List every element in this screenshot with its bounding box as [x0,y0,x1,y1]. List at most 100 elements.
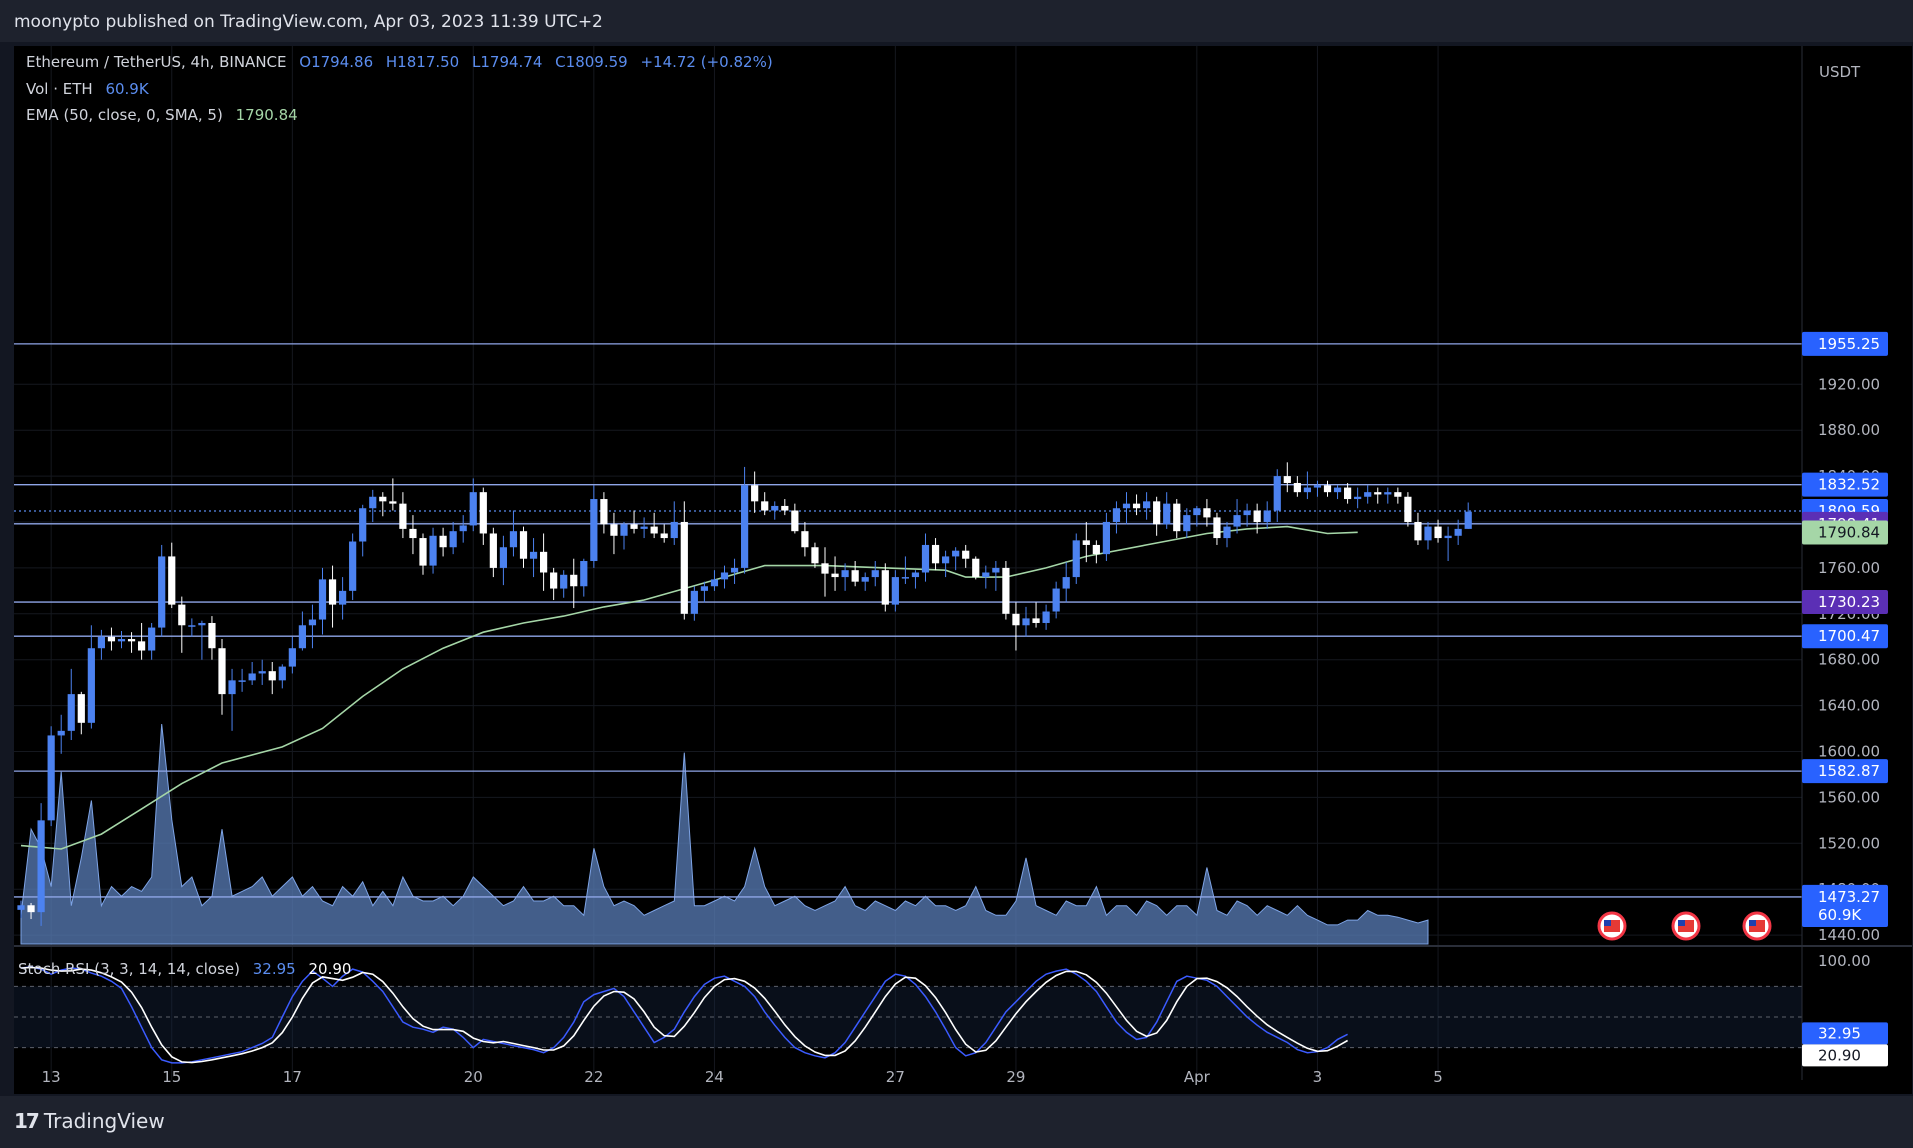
candle-body[interactable] [1163,503,1171,525]
candle-body[interactable] [901,577,909,579]
candle-body[interactable] [288,648,296,667]
candle-body[interactable] [17,905,25,910]
candle-body[interactable] [1434,526,1442,539]
candle-body[interactable] [600,499,608,525]
candle-body[interactable] [1283,476,1291,483]
candle-body[interactable] [921,544,930,573]
candle-body[interactable] [459,525,467,532]
candle-body[interactable] [1354,496,1362,500]
candle-body[interactable] [1052,588,1060,612]
candle-body[interactable] [680,522,688,614]
price-tag[interactable] [1802,520,1888,545]
candle-body[interactable] [710,579,719,587]
candle-body[interactable] [962,550,970,559]
candle-body[interactable] [650,526,658,534]
candle-body[interactable] [1193,508,1201,516]
candle-body[interactable] [831,573,839,578]
candle-body[interactable] [1203,508,1211,518]
candle-body[interactable] [1092,544,1100,555]
candle-body[interactable] [499,547,507,568]
candle-body[interactable] [881,570,889,605]
candle-body[interactable] [379,496,387,502]
candle-body[interactable] [479,492,487,534]
candle-body[interactable] [248,673,256,681]
candle-body[interactable] [720,572,729,580]
candle-body[interactable] [509,531,518,548]
candle-body[interactable] [741,485,749,568]
volume-label[interactable]: Vol · ETH [26,80,93,98]
candle-body[interactable] [1344,487,1352,500]
candle-body[interactable] [1243,510,1251,516]
ema-label[interactable]: EMA (50, close, 0, SMA, 5) [26,106,223,124]
candle-body[interactable] [560,574,568,589]
candle-body[interactable] [489,533,497,568]
candle-body[interactable] [168,556,176,605]
ema-line[interactable] [20,525,1358,850]
candle-body[interactable] [308,619,317,626]
candle-body[interactable] [298,625,306,649]
candle-body[interactable] [1263,510,1271,522]
stoch-k-tag[interactable] [1802,1022,1888,1045]
stoch-pane[interactable] [14,946,1802,1080]
candle-body[interactable] [670,522,678,539]
candle-body[interactable] [439,535,447,548]
candle-body[interactable] [208,622,216,649]
candle-body[interactable] [158,556,166,628]
candle-body[interactable] [610,524,618,536]
tradingview-brand[interactable]: 17 TradingView [14,1109,165,1133]
candle-body[interactable] [931,544,940,564]
candle-body[interactable] [660,533,668,539]
candle-body[interactable] [781,505,789,511]
candle-body[interactable] [469,492,477,526]
candle-body[interactable] [1394,492,1402,497]
candle-body[interactable] [449,531,457,548]
candle-body[interactable] [1183,515,1191,532]
candle-body[interactable] [178,604,186,626]
candle-body[interactable] [1364,492,1372,497]
candle-body[interactable] [1303,487,1311,493]
candle-body[interactable] [982,572,990,578]
candle-body[interactable] [57,730,65,736]
candle-body[interactable] [791,510,799,532]
candle-body[interactable] [107,636,116,642]
candle-body[interactable] [1454,528,1462,536]
stoch-d-tag[interactable] [1802,1044,1888,1067]
volume-tag[interactable] [1802,903,1888,927]
candle-body[interactable] [127,639,136,642]
candle-body[interactable] [1464,511,1472,529]
candle-body[interactable] [992,567,1000,573]
candle-body[interactable] [891,577,899,605]
candle-body[interactable] [1173,503,1181,532]
candle-body[interactable] [148,627,156,651]
candle-body[interactable] [1122,503,1131,509]
candle-body[interactable] [861,577,869,582]
candle-body[interactable] [821,563,829,574]
candle-body[interactable] [369,496,377,509]
candle-body[interactable] [339,590,347,605]
candle-body[interactable] [409,528,417,539]
candle-body[interactable] [228,680,236,695]
price-tag[interactable] [1802,884,1888,909]
candle-body[interactable] [519,531,528,559]
candle-body[interactable] [540,551,548,573]
candle-body[interactable] [1112,508,1121,522]
candle-body[interactable] [1384,492,1392,495]
candle-body[interactable] [328,579,337,605]
candle-body[interactable] [550,572,558,589]
candle-body[interactable] [419,538,427,566]
candle-body[interactable] [700,586,708,591]
price-tag[interactable] [1802,759,1888,784]
candle-body[interactable] [911,572,920,578]
candle-body[interactable] [630,524,638,529]
candle-body[interactable] [580,561,588,587]
candle-body[interactable] [751,485,759,502]
candle-body[interactable] [47,735,55,821]
candle-body[interactable] [1062,577,1070,589]
candle-body[interactable] [1333,487,1342,493]
candle-body[interactable] [1293,482,1301,493]
candle-body[interactable] [1374,492,1382,495]
candle-body[interactable] [1424,526,1432,541]
candle-body[interactable] [198,622,206,626]
candle-body[interactable] [399,503,407,529]
candle-body[interactable] [278,666,286,681]
